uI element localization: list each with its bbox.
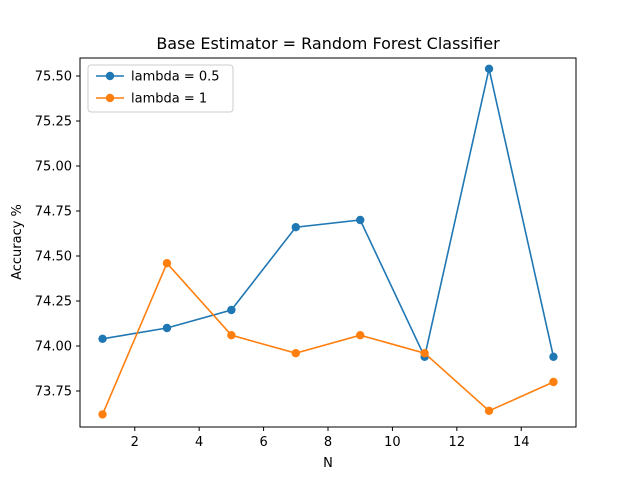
x-tick-label: 8 (324, 435, 332, 450)
y-tick-label: 74.50 (35, 250, 72, 265)
legend-label-2: lambda = 1 (131, 92, 207, 107)
y-tick-label: 75.50 (35, 70, 72, 85)
x-axis: 2 4 6 8 10 12 14 (131, 427, 530, 450)
y-tick-label: 75.00 (35, 160, 72, 175)
x-tick-label: 4 (195, 435, 203, 450)
data-point-series-1 (227, 305, 236, 315)
legend-box (87, 64, 234, 113)
series-line-1 (102, 68, 555, 360)
plot-frame (79, 57, 577, 428)
x-tick-label: 6 (259, 435, 267, 450)
data-point-series-2 (98, 410, 107, 419)
data-point-series-2 (484, 406, 494, 415)
data-point-series-1 (356, 215, 365, 225)
data-point-series-2 (291, 349, 300, 358)
x-tick-label: 14 (513, 435, 530, 450)
legend-marker-2 (105, 93, 115, 103)
y-tick-label: 75.25 (35, 115, 72, 130)
data-point-series-1 (98, 334, 107, 343)
y-tick-label: 73.75 (35, 385, 72, 400)
y-axis: 73.75 74.00 74.25 74.50 74.75 75.00 75.25 75.50 (35, 70, 80, 400)
legend-marker-1 (105, 71, 115, 81)
data-point-series-1 (484, 64, 494, 74)
data-point-series-1 (162, 323, 172, 333)
data-point-series-2 (420, 349, 429, 358)
data-point-series-1 (291, 223, 300, 232)
y-tick-label: 74.75 (35, 205, 72, 220)
chart-title: Base Estimator = Random Forest Classifie… (156, 34, 500, 53)
x-tick-label: 10 (384, 435, 401, 450)
legend: lambda = 0.5 lambda = 1 (87, 64, 234, 113)
data-point-series-2 (356, 331, 365, 340)
series-line-2 (101, 261, 554, 415)
y-tick-label: 74.25 (35, 295, 72, 310)
y-axis-label: Accuracy % (10, 204, 25, 280)
plot-area (98, 64, 558, 419)
data-point-series-2 (227, 331, 236, 340)
x-axis-label: N (323, 456, 333, 471)
y-tick-label: 74.00 (35, 340, 72, 355)
x-tick-label: 12 (449, 435, 466, 450)
legend-label-1: lambda = 0.5 (131, 70, 220, 85)
data-point-series-2 (549, 377, 558, 387)
x-tick-label: 2 (131, 435, 139, 450)
data-point-series-1 (549, 352, 558, 361)
data-point-series-2 (162, 259, 172, 268)
